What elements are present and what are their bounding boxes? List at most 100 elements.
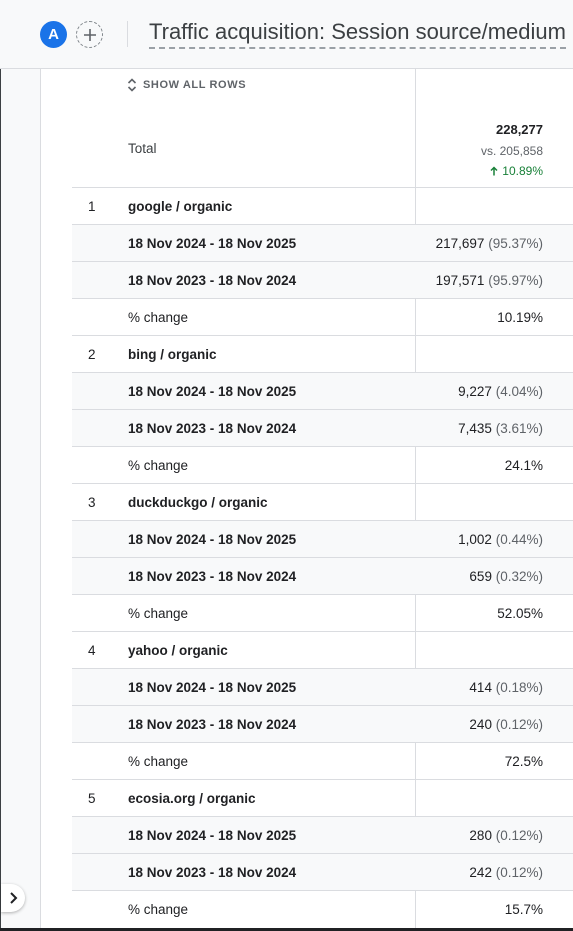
row-date-range: 18 Nov 2024 - 18 Nov 2025	[128, 384, 297, 399]
chevron-right-icon	[10, 892, 18, 904]
bottom-border	[0, 928, 573, 931]
row-value: 7,435 (3.61%)	[458, 421, 543, 436]
row-value: 197,571 (95.97%)	[436, 273, 543, 288]
table-row[interactable]: 4 yahoo / organic	[72, 631, 573, 668]
row-value-number: 280	[469, 828, 492, 843]
row-date-range: 18 Nov 2023 - 18 Nov 2024	[128, 717, 297, 732]
row-change-label: % change	[128, 902, 189, 917]
row-value-number: 9,227	[458, 384, 492, 399]
row-dimension: yahoo / organic	[128, 643, 228, 658]
row-value-percent: (0.32%)	[495, 569, 543, 584]
row-change-label: % change	[128, 458, 189, 473]
table-row[interactable]: % change 72.5%	[72, 742, 573, 779]
row-value: 414 (0.18%)	[469, 680, 543, 695]
table-row[interactable]: % change 10.19%	[72, 298, 573, 335]
row-value: 217,697 (95.37%)	[436, 236, 543, 251]
row-value-percent: (0.12%)	[495, 828, 543, 843]
table-row[interactable]: 18 Nov 2024 - 18 Nov 2025 9,227 (4.04%)	[72, 372, 573, 409]
table-row[interactable]: 18 Nov 2023 - 18 Nov 2024 242 (0.12%)	[72, 853, 573, 890]
table-row[interactable]: % change 52.05%	[72, 594, 573, 631]
row-value-number: 414	[469, 680, 492, 695]
table-row[interactable]: 2 bing / organic	[72, 335, 573, 372]
left-border	[0, 69, 1, 931]
page-title[interactable]: Traffic acquisition: Session source/medi…	[149, 19, 566, 49]
table-row[interactable]: 18 Nov 2023 - 18 Nov 2024 197,571 (95.97…	[72, 261, 573, 298]
table-row[interactable]: 18 Nov 2023 - 18 Nov 2024 240 (0.12%)	[72, 705, 573, 742]
row-value-number: 240	[469, 717, 492, 732]
row-date-range: 18 Nov 2023 - 18 Nov 2024	[128, 273, 297, 288]
row-change-value: 72.5%	[504, 754, 543, 769]
row-value-number: 659	[469, 569, 492, 584]
row-value-percent: (95.37%)	[488, 236, 543, 251]
table-row[interactable]: 5 ecosia.org / organic	[72, 779, 573, 816]
row-index: 5	[88, 791, 96, 806]
row-value: 242 (0.12%)	[469, 865, 543, 880]
show-all-rows-button[interactable]: SHOW ALL ROWS	[127, 77, 246, 93]
total-change: 10.89%	[490, 164, 543, 178]
row-value-number: 242	[469, 865, 492, 880]
table-row[interactable]: 18 Nov 2023 - 18 Nov 2024 7,435 (3.61%)	[72, 409, 573, 446]
row-value-percent: (0.44%)	[495, 532, 543, 547]
table-row[interactable]: 18 Nov 2023 - 18 Nov 2024 659 (0.32%)	[72, 557, 573, 594]
row-value: 240 (0.12%)	[469, 717, 543, 732]
add-comparison-button[interactable]	[76, 21, 103, 48]
row-date-range: 18 Nov 2023 - 18 Nov 2024	[128, 569, 297, 584]
header-divider	[127, 21, 128, 47]
row-index: 2	[88, 347, 96, 362]
table-row[interactable]: 18 Nov 2024 - 18 Nov 2025 280 (0.12%)	[72, 816, 573, 853]
row-value: 280 (0.12%)	[469, 828, 543, 843]
row-index: 3	[88, 495, 96, 510]
column-divider	[415, 69, 416, 928]
row-change-label: % change	[128, 606, 189, 621]
row-value-number: 197,571	[435, 273, 485, 288]
total-change-value: 10.89%	[502, 164, 543, 178]
row-date-range: 18 Nov 2023 - 18 Nov 2024	[128, 421, 297, 436]
row-index: 4	[88, 643, 96, 658]
row-dimension: duckduckgo / organic	[128, 495, 268, 510]
row-value-number: 217,697	[435, 236, 485, 251]
row-index: 1	[88, 199, 96, 214]
table-row[interactable]: 3 duckduckgo / organic	[72, 483, 573, 520]
row-change-label: % change	[128, 754, 189, 769]
total-label: Total	[128, 141, 157, 156]
show-all-rows-label: SHOW ALL ROWS	[143, 79, 247, 91]
row-dimension: ecosia.org / organic	[128, 791, 256, 806]
table-row[interactable]: % change 24.1%	[72, 446, 573, 483]
row-value-percent: (0.18%)	[495, 680, 543, 695]
total-comparison-value: vs. 205,858	[480, 144, 543, 158]
row-change-label: % change	[128, 310, 189, 325]
row-date-range: 18 Nov 2024 - 18 Nov 2025	[128, 828, 297, 843]
row-dimension: bing / organic	[128, 347, 217, 362]
row-dimension: google / organic	[128, 199, 233, 214]
row-change-value: 15.7%	[504, 902, 543, 917]
row-date-range: 18 Nov 2024 - 18 Nov 2025	[128, 236, 297, 251]
table-row[interactable]: 18 Nov 2024 - 18 Nov 2025 1,002 (0.44%)	[72, 520, 573, 557]
row-value-number: 1,002	[458, 532, 492, 547]
row-date-range: 18 Nov 2024 - 18 Nov 2025	[128, 532, 297, 547]
expand-panel-button[interactable]	[1, 884, 25, 912]
row-date-range: 18 Nov 2024 - 18 Nov 2025	[128, 680, 297, 695]
table-body: 1 google / organic 18 Nov 2024 - 18 Nov …	[72, 187, 573, 927]
row-value: 659 (0.32%)	[469, 569, 543, 584]
total-value: 228,277	[496, 122, 543, 137]
avatar-letter: A	[48, 26, 59, 43]
row-value: 9,227 (4.04%)	[458, 384, 543, 399]
row-value-percent: (3.61%)	[495, 421, 543, 436]
arrow-up-icon	[490, 166, 498, 176]
row-value-percent: (0.12%)	[495, 865, 543, 880]
row-change-value: 24.1%	[504, 458, 543, 473]
plus-icon	[83, 28, 96, 41]
row-value-number: 7,435	[458, 421, 492, 436]
table-row[interactable]: 18 Nov 2024 - 18 Nov 2025 217,697 (95.37…	[72, 224, 573, 261]
table-row[interactable]: 18 Nov 2024 - 18 Nov 2025 414 (0.18%)	[72, 668, 573, 705]
avatar[interactable]: A	[40, 21, 67, 48]
row-value-percent: (95.97%)	[488, 273, 543, 288]
report-table: SHOW ALL ROWS Total 228,277 vs. 205,858 …	[41, 69, 573, 928]
table-row[interactable]: % change 15.7%	[72, 890, 573, 927]
row-change-value: 52.05%	[497, 606, 543, 621]
left-gutter	[1, 69, 41, 931]
row-value: 1,002 (0.44%)	[458, 532, 543, 547]
row-value-percent: (0.12%)	[495, 717, 543, 732]
table-row[interactable]: 1 google / organic	[72, 187, 573, 224]
report-header: A Traffic acquisition: Session source/me…	[0, 0, 573, 69]
